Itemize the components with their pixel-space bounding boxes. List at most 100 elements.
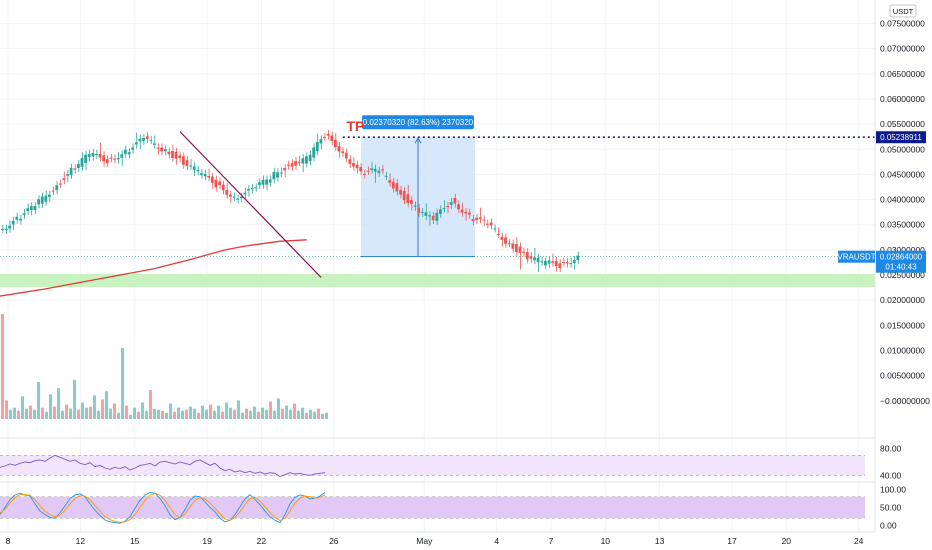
volume-bar [277, 398, 280, 419]
support-zone [0, 273, 875, 288]
candle-body [109, 157, 113, 159]
candle-body [352, 163, 355, 167]
candle-body [344, 152, 348, 159]
price-tick-label: 0.01000000 [880, 345, 925, 355]
date-tick-label: 19 [202, 536, 212, 546]
candle-body [22, 213, 26, 215]
stoch-tick-label: 0.00 [880, 520, 897, 530]
candle-body [62, 178, 66, 181]
volume-bar [149, 390, 152, 419]
volume-bar [37, 381, 40, 419]
candle-body [525, 252, 529, 260]
candle-body [167, 151, 171, 155]
date-tick-label: 26 [329, 536, 339, 546]
volume-bar [17, 410, 20, 419]
price-tick-label: 0.02000000 [880, 295, 925, 305]
candle-body [500, 236, 504, 240]
volume-bar [177, 407, 180, 419]
candle-body [196, 169, 200, 172]
volume-bar [61, 410, 64, 419]
candle-body [475, 217, 478, 221]
price-tick-label: 0.05000000 [880, 144, 925, 154]
candle-body [8, 225, 11, 229]
volume-bar [145, 410, 148, 419]
candle-body [124, 149, 127, 154]
measure-label: 0.02370320 (82.63%) 2370320 [363, 118, 474, 127]
candle-body [315, 141, 319, 152]
volume-bar [41, 407, 44, 419]
candle-body [33, 206, 37, 211]
moving-average-line [0, 239, 307, 297]
candle-body [370, 168, 373, 170]
candle-body [189, 165, 192, 167]
date-tick-label: 13 [655, 536, 665, 546]
trendline-path [179, 131, 322, 278]
volume-bar [57, 388, 60, 419]
candle-body [80, 158, 84, 167]
candle-body [558, 263, 562, 268]
volume-bar [249, 410, 252, 419]
candle-body [276, 172, 279, 178]
volume-bar [321, 413, 324, 419]
volume-bar [81, 402, 84, 419]
candle-body [279, 172, 283, 174]
candle-body [105, 159, 109, 164]
price-tick-label: 0.06500000 [880, 69, 925, 79]
volume-bar [209, 404, 212, 419]
volume-bar [273, 410, 276, 419]
candle-body [192, 166, 196, 170]
candle-body [265, 179, 268, 185]
volume-bar [317, 408, 320, 419]
candle-body [210, 176, 214, 183]
volume-bar [9, 409, 12, 419]
candle-body [297, 161, 301, 163]
volume-bar [185, 409, 188, 419]
volume-bar [169, 403, 172, 419]
candle-body [453, 197, 457, 204]
volume-bar [253, 406, 256, 419]
candle-body [515, 243, 518, 253]
candle-body [134, 142, 138, 145]
candle-body [533, 257, 536, 261]
volume-bar [153, 408, 156, 419]
candle-body [44, 195, 48, 202]
trendline[interactable] [179, 131, 322, 278]
candle-body [308, 154, 312, 161]
candle-body [511, 243, 515, 249]
volume-bar [261, 407, 264, 419]
volume-bar [289, 409, 292, 419]
candle-body [413, 205, 417, 207]
volume-bar [265, 409, 268, 419]
candle-body [218, 181, 221, 186]
measure-tool[interactable]: 0.02370320 (82.63%) 2370320 [360, 115, 475, 257]
volume-bar [221, 411, 224, 419]
measure-label-box [361, 115, 474, 130]
candle-body [522, 251, 525, 253]
candle-body [156, 147, 160, 149]
volume-bar [237, 400, 240, 419]
candle-body [319, 139, 323, 144]
candle-body [341, 151, 344, 153]
candle-body [482, 219, 486, 221]
candle-body [69, 167, 73, 175]
date-tick-label: 15 [130, 536, 140, 546]
date-tick-label: 12 [76, 536, 86, 546]
volume-bar [161, 410, 164, 419]
candle-body [113, 158, 116, 160]
candle-body [576, 255, 580, 261]
volume-bar [133, 407, 136, 419]
candle-body [330, 135, 334, 142]
candle-body [149, 139, 153, 141]
candle-body [348, 159, 352, 164]
stoch-band [0, 496, 865, 519]
volume-bar [241, 412, 244, 419]
candle-body [225, 189, 229, 195]
candle-body [363, 173, 366, 175]
volume-bar [125, 405, 128, 419]
currency-label: USDT [893, 7, 914, 16]
volume-bar [325, 412, 328, 419]
candle-body [489, 222, 493, 226]
take-profit-line: TP [0, 118, 875, 257]
candle-body [431, 215, 435, 221]
